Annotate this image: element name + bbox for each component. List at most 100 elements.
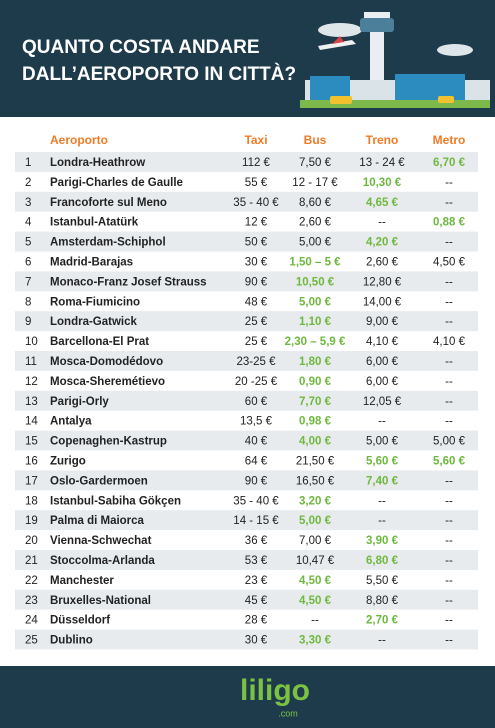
- price: 2,70 €: [366, 615, 399, 627]
- rank: 9: [25, 316, 31, 328]
- airport: Londra-Heathrow: [50, 157, 145, 169]
- price: 2,30 – 5,9 €: [285, 336, 346, 348]
- row-band: [15, 430, 478, 451]
- price: 4,10 €: [366, 336, 399, 348]
- price: --: [378, 217, 386, 229]
- logo: liligo: [240, 674, 310, 707]
- airport: Copenaghen-Kastrup: [50, 436, 167, 448]
- row-band: [15, 550, 478, 570]
- column-header: Aeroporto: [50, 133, 108, 147]
- price: --: [445, 296, 453, 308]
- price: 0,90 €: [299, 376, 332, 388]
- row-band: [15, 191, 478, 212]
- rank: 8: [25, 296, 31, 308]
- price: --: [445, 495, 453, 507]
- price: 4,00 €: [299, 436, 332, 448]
- price: 20 -25 €: [235, 376, 278, 388]
- price: 5,00 €: [299, 296, 332, 308]
- airport: Vienna-Schwechat: [50, 535, 152, 547]
- rank: 10: [25, 336, 38, 348]
- price: 48 €: [245, 296, 268, 308]
- row-band: [15, 390, 478, 411]
- price: 9,00 €: [366, 316, 399, 328]
- airport: Madrid-Barajas: [50, 256, 133, 268]
- rank: 7: [25, 276, 31, 288]
- airport: Zurigo: [50, 455, 86, 467]
- price: 40 €: [245, 436, 268, 448]
- airport: Monaco-Franz Josef Strauss: [50, 276, 207, 288]
- price: 60 €: [245, 396, 268, 408]
- price: 53 €: [245, 555, 268, 567]
- price: --: [445, 555, 453, 567]
- row-band: [15, 231, 478, 252]
- price: 14,00 €: [363, 296, 402, 308]
- price: 0,98 €: [299, 416, 332, 428]
- row-band: [15, 271, 478, 292]
- price: 4,50 €: [299, 575, 332, 587]
- rank: 24: [25, 615, 38, 627]
- rank: 13: [25, 396, 38, 408]
- price: --: [445, 575, 453, 587]
- column-header: Metro: [433, 133, 466, 147]
- row-band: [15, 152, 478, 172]
- airport: Parigi-Charles de Gaulle: [50, 177, 183, 189]
- rank: 25: [25, 635, 38, 647]
- price: 2,60 €: [299, 217, 332, 229]
- logo-domain: .com: [278, 708, 298, 718]
- price: --: [445, 535, 453, 547]
- airport: Düsseldorf: [50, 615, 110, 627]
- price: 2,60 €: [366, 256, 399, 268]
- airport: Oslo-Gardermoen: [50, 475, 148, 487]
- row-band: [15, 470, 478, 491]
- price: 7,50 €: [299, 157, 332, 169]
- price: 6,70 €: [433, 157, 466, 169]
- rank: 16: [25, 455, 38, 467]
- price: --: [378, 495, 386, 507]
- price: 30 €: [245, 256, 268, 268]
- price: 12,05 €: [363, 396, 402, 408]
- price: 7,40 €: [366, 475, 399, 487]
- price: --: [445, 475, 453, 487]
- price: 5,00 €: [299, 515, 332, 527]
- row-band: [15, 351, 478, 371]
- price: 35 - 40 €: [233, 197, 279, 209]
- airport: Manchester: [50, 575, 114, 587]
- price: 23-25 €: [236, 356, 276, 368]
- price: 5,60 €: [366, 455, 399, 467]
- title-line: QUANTO COSTA ANDARE: [22, 37, 260, 58]
- rank: 19: [25, 515, 38, 527]
- price: 4,50 €: [433, 256, 466, 268]
- price: 12 €: [245, 217, 268, 229]
- price: 13,5 €: [240, 416, 273, 428]
- row-band: [15, 510, 478, 531]
- rank: 22: [25, 575, 38, 587]
- rank: 21: [25, 555, 38, 567]
- price: 35 - 40 €: [233, 495, 279, 507]
- price: 50 €: [245, 237, 268, 249]
- price: 1,10 €: [299, 316, 332, 328]
- airport: Palma di Maiorca: [50, 515, 145, 527]
- illustration: [300, 12, 490, 108]
- airport: Istanbul-Atatürk: [50, 217, 139, 229]
- row-band: [15, 629, 478, 650]
- rank: 6: [25, 256, 31, 268]
- price: 1,80 €: [299, 356, 332, 368]
- table: Aeroporto Taxi Bus Treno Metro 1 Londra-Heathr…: [15, 133, 478, 650]
- price: 45 €: [245, 595, 268, 607]
- airport: Antalya: [50, 416, 92, 428]
- price: 7,70 €: [299, 396, 332, 408]
- airport: Francoforte sul Meno: [50, 197, 167, 209]
- rank: 17: [25, 475, 38, 487]
- price: 4,20 €: [366, 237, 399, 249]
- rank: 4: [25, 217, 32, 229]
- price: 3,30 €: [299, 635, 332, 647]
- price: 4,50 €: [299, 595, 332, 607]
- rank: 15: [25, 436, 38, 448]
- price: 36 €: [245, 535, 268, 547]
- price: 0,88 €: [433, 217, 466, 229]
- price: 10,30 €: [363, 177, 402, 189]
- price: --: [378, 515, 386, 527]
- price: --: [445, 396, 453, 408]
- price: 6,00 €: [366, 376, 399, 388]
- price: --: [445, 515, 453, 527]
